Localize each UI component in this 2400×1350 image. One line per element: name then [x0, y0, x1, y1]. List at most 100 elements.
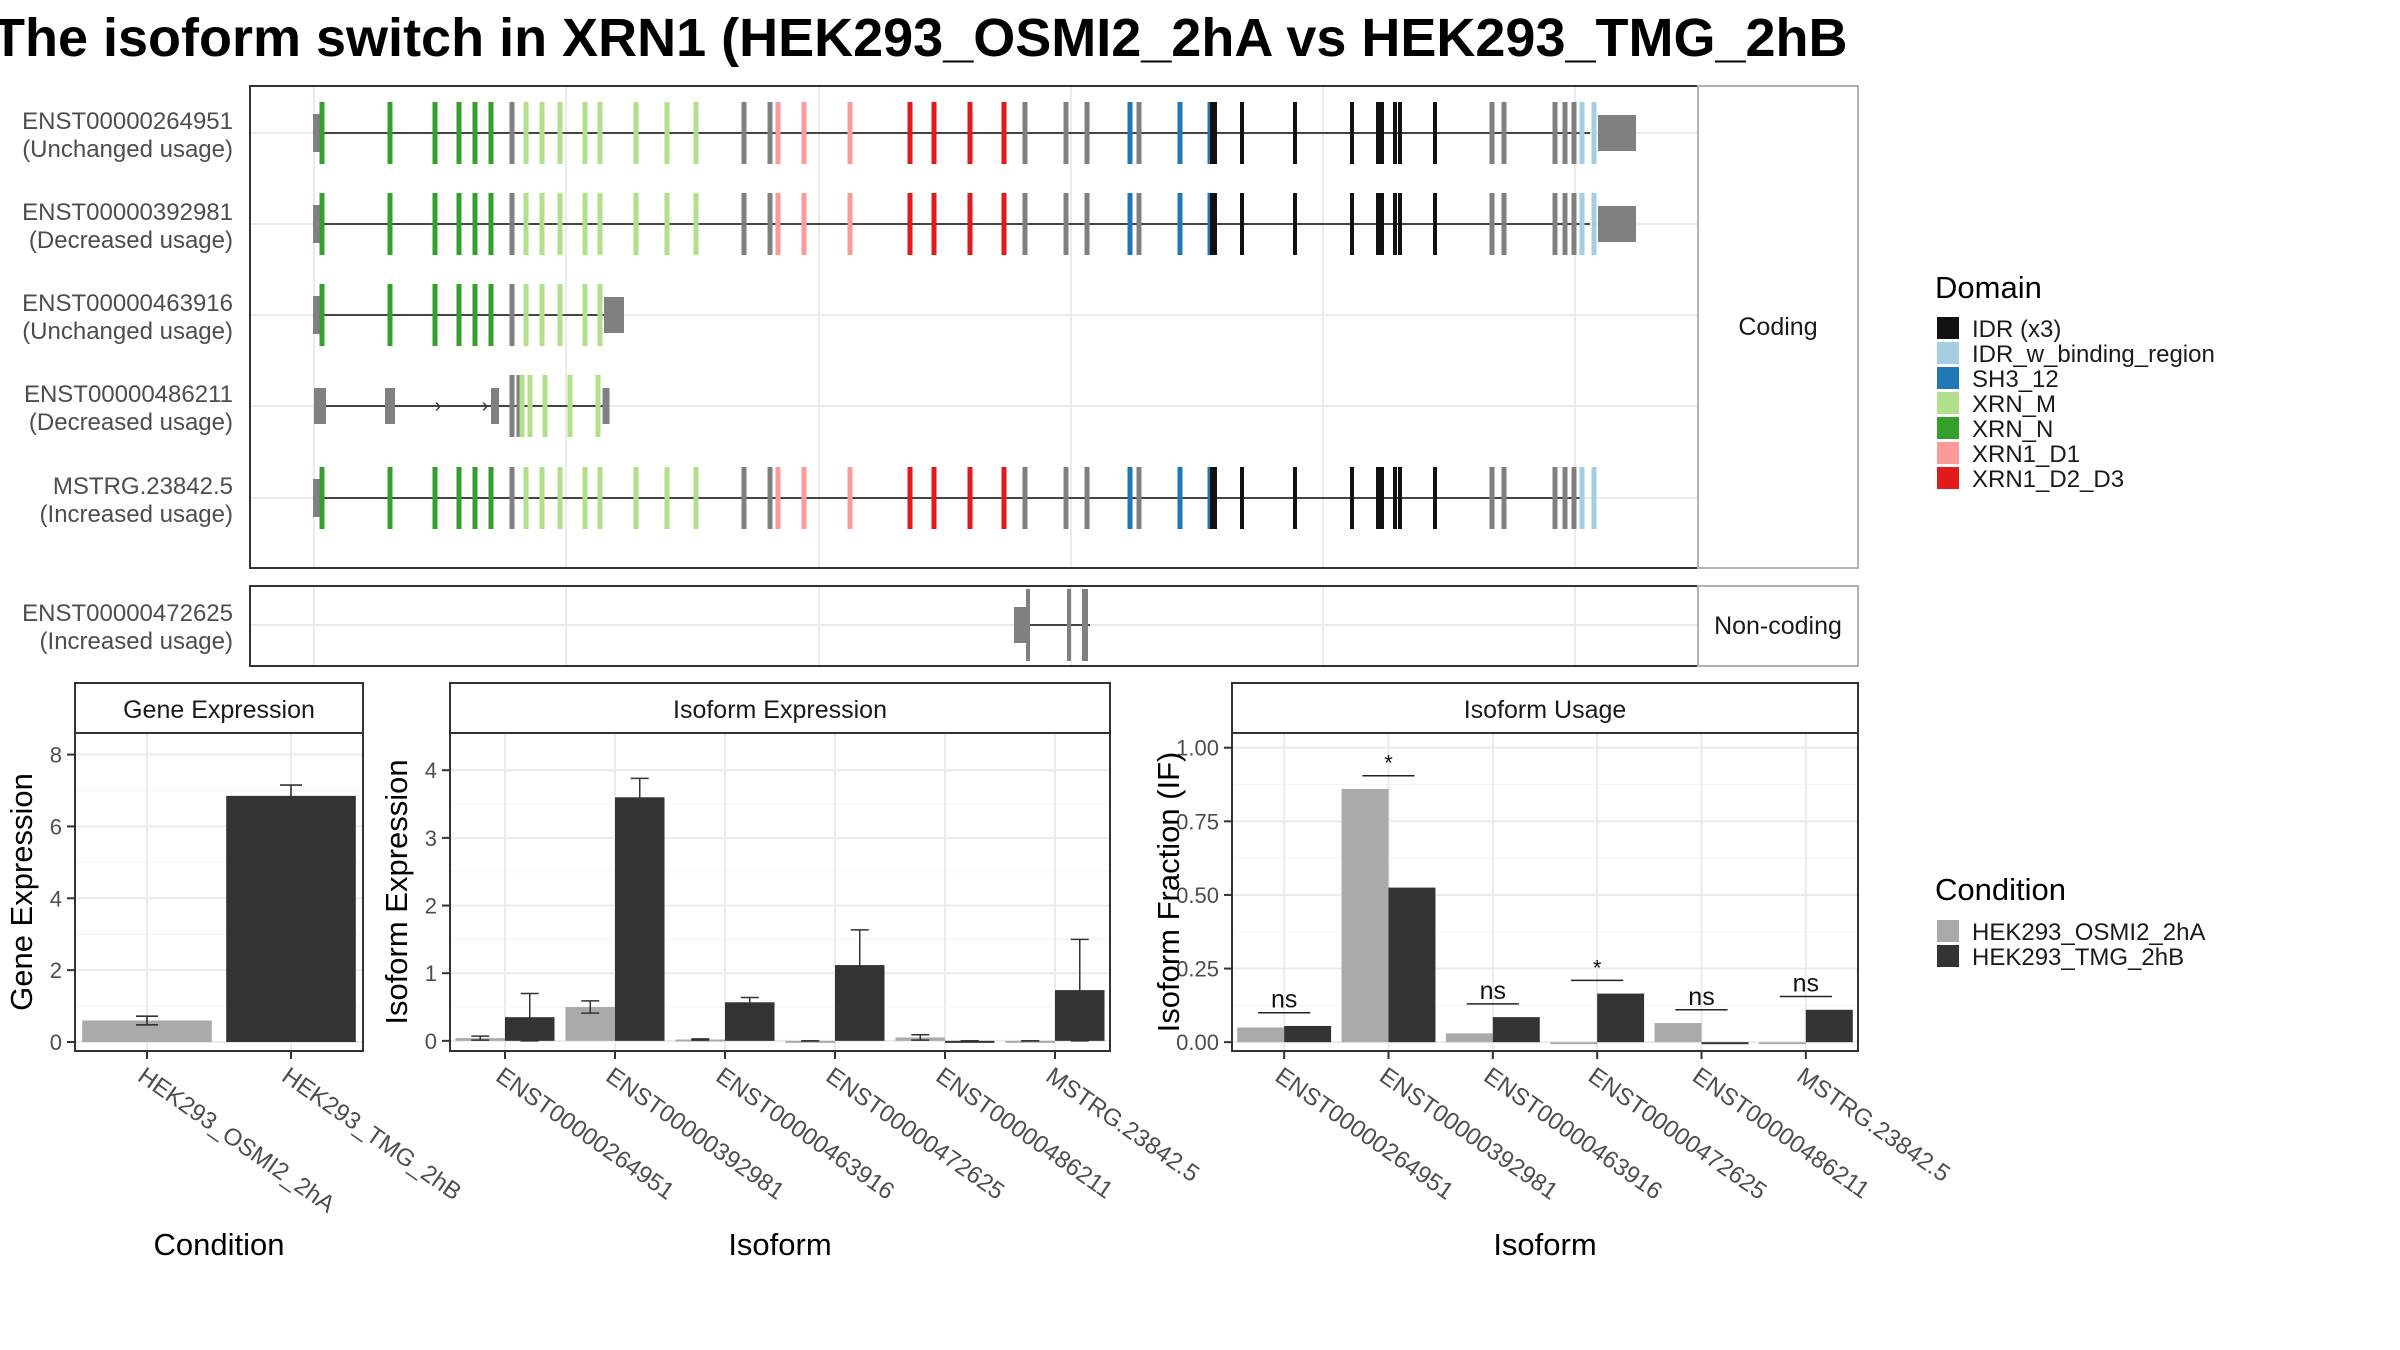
bar [1492, 1017, 1540, 1043]
exon [633, 102, 639, 164]
exon [1562, 102, 1568, 164]
legend-swatch [1937, 442, 1959, 464]
exon [664, 102, 670, 164]
exon [472, 102, 478, 164]
exon [432, 193, 438, 255]
x-tick-label: ENST00000392981 [601, 1062, 789, 1205]
x-tick-label: ENST00000472625 [821, 1062, 1009, 1205]
facet-strip [1697, 585, 1859, 667]
exon [1210, 102, 1214, 164]
exon [582, 193, 588, 255]
exon [1571, 193, 1577, 255]
y-tick-label: 3 [425, 826, 437, 851]
bar [1550, 1042, 1598, 1045]
bar [226, 795, 356, 1043]
exon [319, 193, 325, 255]
exon [1571, 467, 1577, 529]
transcript-id-label: ENST00000472625 [22, 600, 233, 627]
exon [456, 102, 462, 164]
exon [456, 284, 462, 346]
facet-strip-label: Coding [1738, 313, 1817, 341]
exon [1433, 467, 1437, 529]
exon [1380, 467, 1384, 529]
plot-background [1232, 733, 1858, 1051]
x-tick-label: ENST00000463916 [1479, 1062, 1667, 1205]
exon [1213, 193, 1217, 255]
exon [1136, 102, 1142, 164]
exon [1084, 102, 1090, 164]
exon [693, 467, 699, 529]
exon [432, 284, 438, 346]
legend-item-label: IDR (x3) [1972, 316, 2061, 343]
y-tick-label: 8 [50, 743, 62, 768]
legend-swatch [1937, 945, 1959, 967]
exon [801, 102, 807, 164]
exon [1433, 102, 1437, 164]
legend-item-label: IDR_w_binding_region [1972, 341, 2215, 368]
exon [775, 102, 781, 164]
transcript-id-label: MSTRG.23842.5 [53, 473, 233, 500]
exon [1082, 589, 1088, 661]
exon [931, 193, 937, 255]
y-tick-label: 0.50 [1176, 883, 1219, 908]
legend-swatch [1937, 317, 1959, 339]
legend-item-label: HEK293_TMG_2hB [1972, 944, 2184, 971]
y-axis-title: Isoform Fraction (IF) [1151, 752, 1186, 1033]
exon [741, 467, 747, 529]
y-tick-label: 1.00 [1176, 736, 1219, 761]
exon [1489, 102, 1495, 164]
exon [597, 284, 603, 346]
exon [1022, 467, 1028, 529]
bar [945, 1040, 995, 1043]
exon [775, 467, 781, 529]
exon [664, 467, 670, 529]
exon [1063, 467, 1069, 529]
exon [1084, 467, 1090, 529]
strand-arrow: › [482, 395, 489, 417]
bar [725, 1002, 775, 1041]
legend-swatch [1937, 342, 1959, 364]
y-tick-label: 1 [425, 961, 437, 986]
transcript-usage-label: (Increased usage) [40, 628, 233, 655]
panel-border [74, 732, 364, 1052]
exon [767, 102, 773, 164]
exon [1240, 193, 1244, 255]
exon [539, 193, 545, 255]
x-axis-title: Condition [154, 1227, 285, 1262]
exon [582, 467, 588, 529]
exon [664, 193, 670, 255]
panel-strip [1231, 682, 1859, 734]
exon [472, 284, 478, 346]
exon [1293, 467, 1297, 529]
facet-strip [1697, 85, 1859, 569]
exon [1552, 102, 1558, 164]
exon [1398, 102, 1402, 164]
legend-item-label: XRN1_D1 [1972, 441, 2080, 468]
exon [539, 284, 545, 346]
exon [1026, 589, 1030, 661]
exon [801, 467, 807, 529]
exon [1210, 467, 1214, 529]
exon [1579, 102, 1585, 164]
bar [1341, 788, 1389, 1043]
exon [582, 284, 588, 346]
x-tick-label: ENST00000486211 [1687, 1062, 1874, 1204]
exon [557, 467, 563, 529]
legends: Domain IDR (x3)IDR_w_binding_regionSH3_12… [1935, 270, 2215, 971]
transcript-usage-label: (Decreased usage) [29, 227, 233, 254]
exon [1240, 467, 1244, 529]
bar [1005, 1040, 1055, 1043]
exon [1210, 193, 1214, 255]
exon [509, 375, 515, 437]
exon [595, 375, 601, 437]
exon [1376, 102, 1380, 164]
exon [1350, 102, 1354, 164]
exon [1380, 102, 1384, 164]
exon [775, 193, 781, 255]
exon [801, 193, 807, 255]
exon [1376, 467, 1380, 529]
exon [319, 467, 325, 529]
panel-background [250, 86, 1698, 568]
exon [967, 193, 973, 255]
exon [523, 102, 529, 164]
